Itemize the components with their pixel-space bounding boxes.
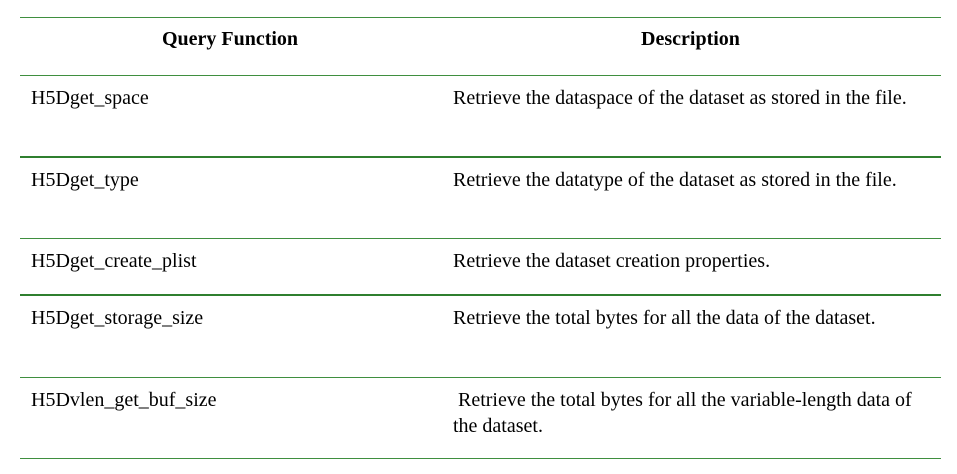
query-function-table: Query Function Description H5Dget_space …: [20, 17, 941, 459]
function-name-cell: H5Dget_storage_size: [31, 307, 204, 329]
table-row: H5Dget_type Retrieve the datatype of the…: [20, 158, 941, 238]
row-rule: [20, 294, 941, 296]
description-cell: Retrieve the total bytes for all the var…: [453, 389, 917, 437]
table-row: H5Dget_storage_size Retrieve the total b…: [20, 296, 941, 377]
table-row: H5Dvlen_get_buf_size Retrieve the total …: [20, 378, 941, 458]
table-row: H5Dget_space Retrieve the dataspace of t…: [20, 76, 941, 156]
table-header-row: Query Function Description: [20, 18, 941, 75]
function-name-cell: H5Dvlen_get_buf_size: [31, 389, 217, 411]
table-bottom-rule: [20, 458, 941, 459]
row-rule: [20, 238, 941, 239]
header-description: Description: [641, 28, 740, 50]
function-name-cell: H5Dget_space: [31, 87, 149, 109]
description-cell: Retrieve the dataset creation properties…: [453, 250, 771, 272]
function-name-cell: H5Dget_type: [31, 169, 139, 191]
table-top-rule: [20, 17, 941, 18]
description-cell: Retrieve the dataspace of the dataset as…: [453, 87, 907, 109]
function-name-cell: H5Dget_create_plist: [31, 250, 197, 272]
table-row: H5Dget_create_plist Retrieve the dataset…: [20, 239, 941, 294]
row-rule: [20, 377, 941, 378]
header-rule: [20, 75, 941, 76]
description-cell: Retrieve the total bytes for all the dat…: [453, 307, 876, 329]
row-rule: [20, 156, 941, 158]
description-cell: Retrieve the datatype of the dataset as …: [453, 169, 897, 191]
header-query-function: Query Function: [161, 28, 299, 50]
